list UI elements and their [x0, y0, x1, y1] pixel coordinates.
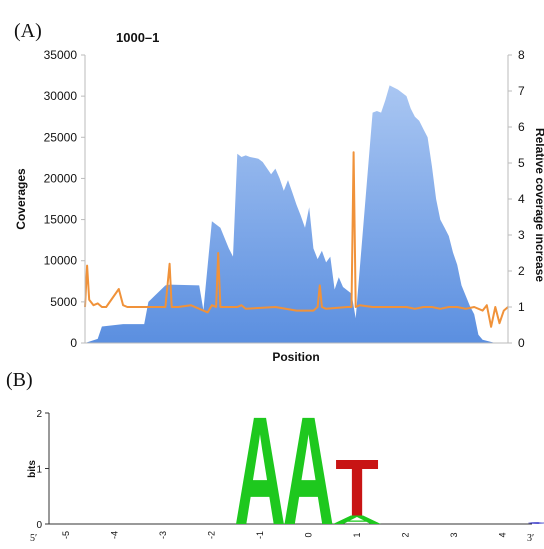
x-axis-title: Position [272, 350, 319, 364]
ratio-line-layer [84, 151, 509, 328]
chart-title: 1000–1 [116, 30, 159, 45]
y2-tick-label: 1 [518, 300, 525, 314]
logo-y-tick-label: 1 [36, 465, 42, 476]
logo-x-tick-label: 4 [498, 532, 508, 537]
logo-letter-a: A [234, 385, 285, 549]
y2-tick-label: 2 [518, 264, 525, 278]
y2-axis-title: Relative coverage increase [533, 128, 544, 282]
coverage-area-layer [85, 85, 508, 344]
logo-x-tick-label: -1 [255, 531, 265, 539]
y-axis-title: Coverages [14, 168, 28, 230]
logo-x-tick-label: 1 [352, 532, 362, 537]
y-ticks-right: 0 1 2 3 4 5 6 7 8 [508, 48, 525, 350]
coverage-area [85, 85, 508, 344]
y2-tick-label: 0 [518, 336, 525, 350]
y-tick-label: 25000 [44, 130, 78, 144]
y-tick-label: 35000 [44, 48, 78, 62]
y-tick-label: 5000 [50, 295, 77, 309]
logo-x-tick-label: -2 [207, 531, 217, 539]
three-prime-label: 3′ [527, 533, 534, 544]
logo-x-tick-label: 3 [449, 532, 459, 537]
logo-x-tick-label: 2 [401, 532, 411, 537]
y2-tick-label: 3 [518, 228, 525, 242]
panel-b-label: (B) [6, 369, 33, 391]
logo-letters: AAATC [234, 385, 544, 549]
y-tick-label: 30000 [44, 89, 78, 103]
logo-letter-t: T [335, 444, 379, 534]
y2-tick-label: 6 [518, 120, 525, 134]
logo-letter-c: C [525, 521, 544, 525]
y-ticks-left: 0 5000 10000 15000 20000 25000 30000 35000 [44, 48, 85, 350]
ratio-line [84, 151, 509, 328]
logo-x-tick-label: 0 [304, 532, 314, 537]
y-tick-label: 0 [70, 336, 77, 350]
logo-x-tick-label: -3 [158, 531, 168, 539]
y-tick-label: 15000 [44, 213, 78, 227]
panel-a-label: (A) [14, 20, 42, 42]
coverage-chart: 1000–1 050001000015000200002500030000350… [14, 30, 544, 364]
y2-tick-label: 5 [518, 156, 525, 170]
y-tick-label: 20000 [44, 171, 78, 185]
logo-x-tick-label: -5 [61, 531, 71, 539]
logo-letter-a: A [283, 385, 334, 549]
logo-x-tick-label: -4 [110, 531, 120, 539]
logo-letter-a: A [331, 514, 382, 527]
logo-y-tick-label: 2 [36, 409, 42, 420]
y2-tick-label: 8 [518, 48, 525, 62]
five-prime-label: 5′ [30, 533, 37, 544]
logo-y-ticks: 0 1 2 [36, 409, 49, 531]
y2-tick-label: 7 [518, 84, 525, 98]
logo-y-axis-title: bits [27, 460, 38, 478]
y2-tick-label: 4 [518, 192, 525, 206]
logo-y-tick-label: 0 [36, 520, 42, 531]
y-tick-label: 10000 [44, 254, 78, 268]
